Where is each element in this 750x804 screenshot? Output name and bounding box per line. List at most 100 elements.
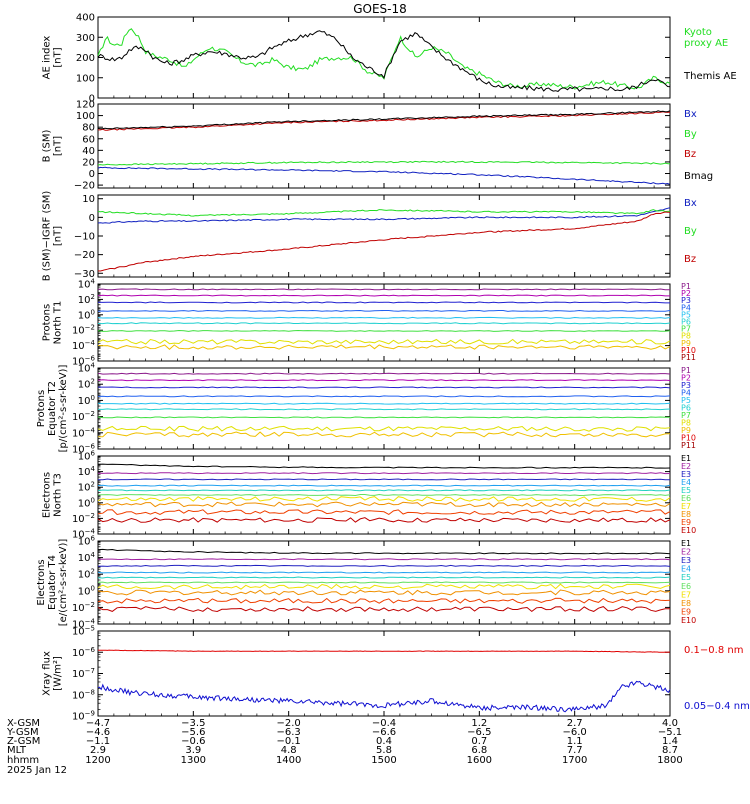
- series-line-xray-long: [97, 649, 670, 653]
- channel-label-p11: P11: [681, 353, 696, 362]
- channel-label-e9: E9: [681, 518, 691, 527]
- ytick-label: 200: [76, 53, 95, 64]
- xaxis-value-z-gsm: 0.7: [471, 736, 487, 747]
- ytick-label: 100: [78, 584, 95, 597]
- ytick-label: 0: [89, 213, 95, 224]
- plot-title: GOES-18: [353, 2, 407, 16]
- xaxis-row-label: Z-GSM: [7, 736, 40, 747]
- ylabel-line: B (SM)−IGRF (SM): [42, 191, 53, 282]
- ytick-label: 10−9: [72, 710, 95, 723]
- legend-entry: Bz: [684, 149, 696, 160]
- panel-frame: [97, 194, 671, 278]
- ytick-label: 10−4: [72, 339, 96, 352]
- channel-label-p7: P7: [681, 411, 691, 420]
- ytick-label: 102: [78, 293, 95, 306]
- channel-line-p1: [97, 372, 671, 375]
- channel-line-e3: [97, 564, 671, 567]
- channel-line-p9: [97, 344, 671, 350]
- xaxis-value-time: 1600: [467, 755, 492, 766]
- ytick-label: 104: [78, 362, 96, 375]
- channel-label-e2: E2: [681, 548, 691, 557]
- channel-line-e5: [97, 489, 671, 492]
- xaxis-value-y-gsm: −4.6: [86, 727, 110, 738]
- xaxis-value-y-gsm: −5.1: [658, 727, 682, 738]
- channel-line-e7: [97, 583, 671, 590]
- panel-ylabel: Xray flux[W/m²]: [42, 651, 64, 696]
- ytick-label: 10−5: [72, 625, 95, 638]
- channel-line-p3: [97, 301, 670, 304]
- panel-electrons_t4: ElectronsEquator T4[e/(cm²-s-sr-keV)] 10−…: [36, 535, 696, 631]
- channel-line-e2: [97, 472, 671, 475]
- ytick-label: 106: [78, 535, 96, 548]
- ytick-label: 0: [89, 169, 95, 180]
- channel-label-e3: E3: [681, 556, 691, 565]
- ytick-label: 10−6: [72, 443, 96, 456]
- channel-label-e6: E6: [681, 582, 691, 591]
- ytick-label: 10−2: [72, 324, 95, 337]
- panel-ylabel: AE index[nT]: [42, 36, 64, 80]
- ylabel-line: North T3: [53, 473, 64, 517]
- panel-xray: Xray flux[W/m²] 10−9 10−8 10−7 10−6 10−5 0.1−0…: [42, 625, 750, 723]
- xaxis-value-mlt: 8.7: [662, 745, 678, 756]
- ylabel-line: Equator T4: [47, 555, 58, 610]
- channel-line-p9: [97, 431, 671, 438]
- channel-label-p2: P2: [681, 289, 691, 298]
- channel-label-p7: P7: [681, 325, 691, 334]
- channel-line-p1: [97, 288, 671, 291]
- ytick-label: 10−2: [72, 410, 95, 423]
- legend-entry: By: [684, 129, 697, 140]
- channel-line-e7: [97, 496, 671, 502]
- xaxis-value-z-gsm: 1.4: [662, 736, 678, 747]
- panel-ylabel: ElectronsEquator T4[e/(cm²-s-sr-keV)]: [36, 539, 69, 627]
- channel-label-p6: P6: [681, 318, 691, 327]
- ytick-label: 20: [82, 157, 95, 168]
- channel-line-e10: [97, 606, 670, 613]
- ytick-label: 104: [78, 278, 96, 291]
- ytick-label: 100: [78, 496, 95, 509]
- channel-label-e10: E10: [681, 616, 696, 625]
- ylabel-line: [nT]: [53, 136, 64, 156]
- ytick-label: 10: [82, 194, 95, 205]
- channel-label-p4: P4: [681, 303, 691, 312]
- ytick-label: 100: [78, 394, 95, 407]
- panel-electrons_t3: ElectronsNorth T310−410−2100102104106E1E…: [42, 450, 697, 541]
- ylabel-line: B (SM): [42, 129, 53, 162]
- ylabel-line: North T1: [53, 301, 64, 345]
- channel-line-e4: [97, 484, 671, 487]
- channel-line-p8: [97, 425, 671, 432]
- channel-line-e5: [97, 576, 671, 579]
- ytick-label: −10: [74, 232, 95, 243]
- panel-frame: [97, 103, 671, 189]
- xaxis-value-mlt: 6.8: [471, 745, 487, 756]
- channel-line-p7: [97, 329, 671, 332]
- ytick-label: 10−7: [72, 667, 95, 680]
- channel-line-p4: [97, 309, 671, 312]
- channel-label-e8: E8: [681, 510, 691, 519]
- channel-line-p6: [98, 408, 671, 411]
- legend-entry: Bz: [684, 254, 696, 265]
- xaxis-value-mlt: 2.9: [90, 745, 106, 756]
- ytick-label: −20: [74, 181, 95, 192]
- ylabel-line: Xray flux: [42, 651, 53, 696]
- legend-entry: Kyoto: [684, 27, 712, 38]
- series-line-by: [97, 209, 671, 217]
- xaxis-value-z-gsm: −1.1: [86, 736, 110, 747]
- ytick-label: 400: [76, 13, 95, 24]
- xaxis-value-y-gsm: −6.5: [467, 727, 491, 738]
- xaxis-value-mlt: 5.8: [376, 745, 392, 756]
- ytick-label: 40: [82, 146, 95, 157]
- xaxis-value-x-gsm: 1.2: [471, 718, 487, 729]
- ylabel-line: [e/(cm²-s-sr-keV)]: [58, 539, 69, 627]
- legend-entry: Bmag: [684, 171, 713, 182]
- legend-entry: proxy AE: [684, 38, 728, 49]
- channel-label-e5: E5: [681, 486, 691, 495]
- panel-ylabel: ProtonsEquator T2[p/(cm²-s-sr-keV)]: [36, 365, 69, 453]
- channel-label-e1: E1: [681, 454, 691, 463]
- channel-label-e7: E7: [681, 502, 691, 511]
- panel-ylabel: B (SM)[nT]: [42, 129, 64, 162]
- channel-label-e7: E7: [681, 590, 691, 599]
- channel-line-e8: [97, 501, 671, 508]
